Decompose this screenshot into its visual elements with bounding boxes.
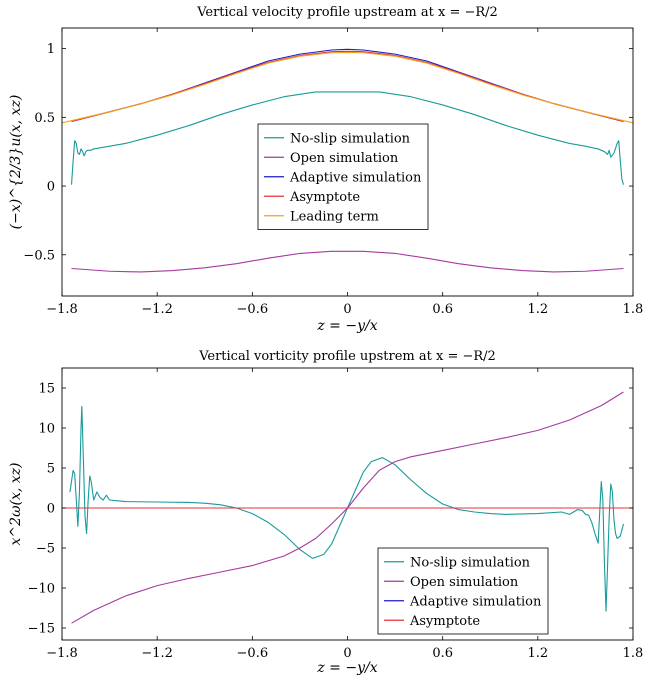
y-tick-label: −10 [28, 582, 55, 597]
y-tick-label: 0 [47, 180, 55, 195]
y-tick-label: 1 [47, 42, 55, 57]
legend-label: Open simulation [410, 575, 519, 590]
y-tick-label: 0.5 [34, 111, 55, 126]
series-line-adaptive-simulation [71, 48, 624, 122]
legend-label: No-slip simulation [410, 555, 531, 570]
x-tick-label: −0.6 [237, 302, 269, 317]
x-tick-label: 1.2 [527, 646, 548, 661]
x-axis-label: z = −y/x [316, 660, 377, 676]
x-tick-label: 0 [343, 302, 351, 317]
y-tick-label: −0.5 [23, 248, 55, 263]
series-line-no-slip-simulation [70, 91, 625, 185]
series-line-no-slip-simulation [69, 405, 625, 612]
legend-label: Leading term [290, 209, 379, 224]
x-tick-label: 1.8 [623, 302, 644, 317]
legend-label: Open simulation [290, 151, 399, 166]
x-tick-label: −1.2 [141, 646, 173, 661]
series-line-asymptote [71, 50, 624, 122]
y-tick-label: −15 [28, 622, 55, 637]
x-tick-label: 1.8 [623, 646, 644, 661]
y-axis-label: x^2ω(x, xz) [8, 463, 24, 546]
chart-title: Vertical vorticity profile upstrem at x … [198, 349, 496, 364]
legend-box [257, 123, 429, 230]
y-tick-label: 5 [47, 462, 55, 477]
legend-label: Adaptive simulation [289, 170, 422, 185]
legend-label: No-slip simulation [290, 131, 411, 146]
legend-box [377, 547, 549, 635]
x-tick-label: −0.6 [237, 646, 269, 661]
chart-2: Vertical vorticity profile upstrem at x … [8, 349, 643, 676]
x-tick-label: 0 [343, 646, 351, 661]
legend-label: Adaptive simulation [409, 594, 542, 609]
x-axis-label: z = −y/x [316, 318, 377, 334]
legend-label: Asymptote [289, 190, 360, 205]
y-axis-label: (−x)^{2/3}u(x, xz) [8, 95, 24, 230]
series-line-open-simulation [71, 250, 624, 273]
y-tick-label: 15 [38, 382, 55, 397]
x-tick-label: 0.6 [432, 302, 453, 317]
x-tick-label: 1.2 [527, 302, 548, 317]
legend: No-slip simulation Open simulation Adaptiv… [257, 123, 429, 230]
chart-1: Vertical velocity profile upstream at x … [8, 5, 643, 334]
legend: No-slip simulation Open simulation Adaptiv… [377, 547, 549, 635]
legend-label: Asymptote [409, 614, 480, 629]
x-tick-label: 0.6 [432, 646, 453, 661]
x-tick-label: −1.8 [46, 646, 78, 661]
y-tick-label: 0 [47, 502, 55, 517]
series-group [62, 391, 633, 624]
x-tick-label: −1.2 [141, 302, 173, 317]
chart-title: Vertical velocity profile upstream at x … [196, 5, 498, 20]
series-line-leading-term [62, 51, 633, 124]
y-tick-label: −5 [36, 542, 55, 557]
x-tick-label: −1.8 [46, 302, 78, 317]
series-group [62, 48, 633, 273]
y-tick-label: 10 [38, 422, 55, 437]
